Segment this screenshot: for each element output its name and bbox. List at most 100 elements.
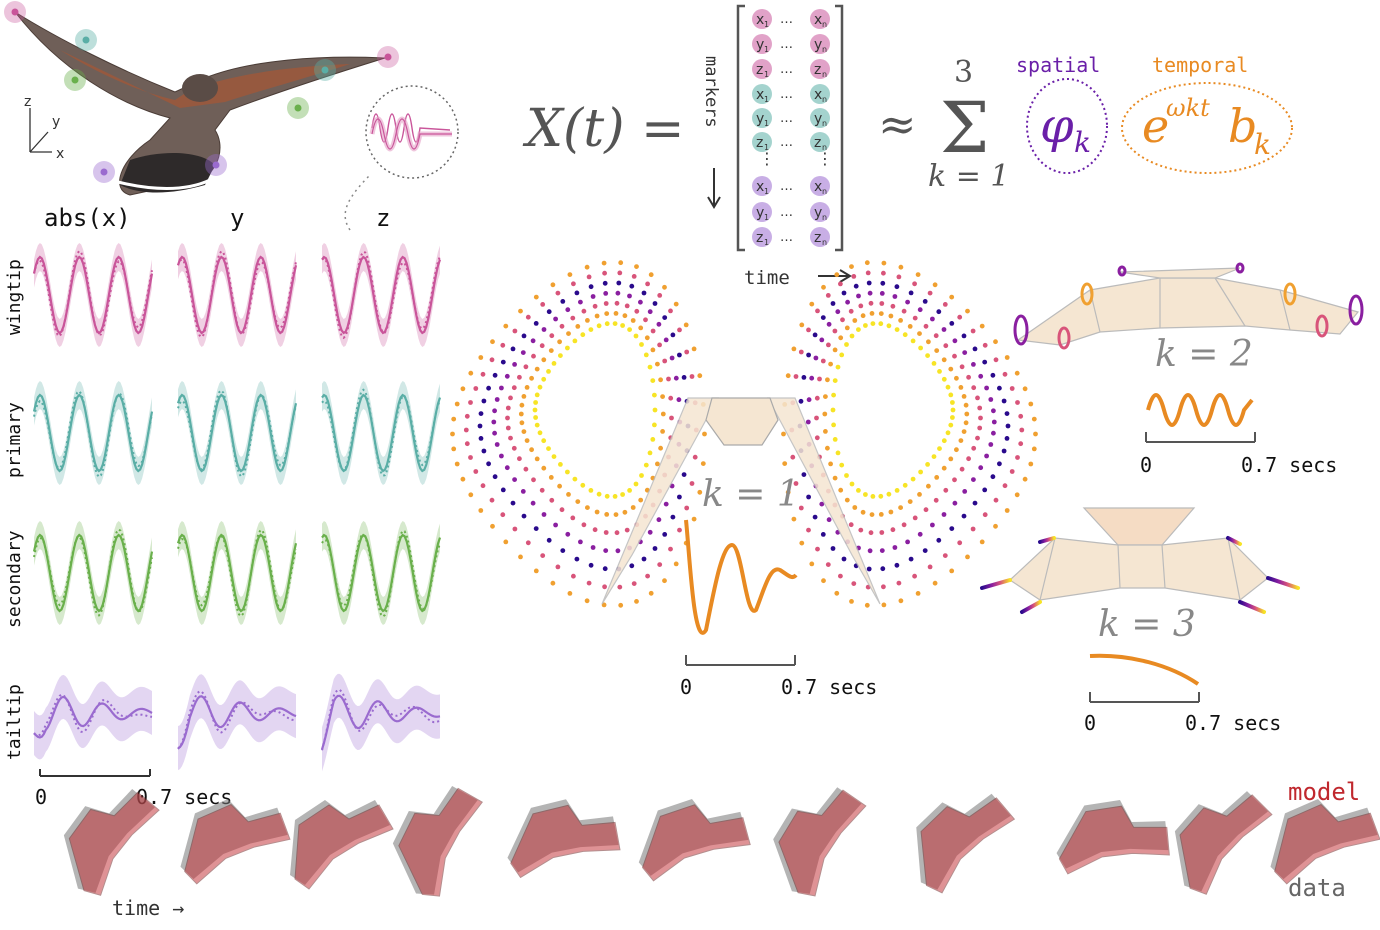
trajectory-dot [596,323,602,329]
trajectory-dot [1014,492,1020,498]
exp-power: ωkt [1166,94,1210,122]
trajectory-dot [539,487,545,493]
trajectory-dot [480,371,486,377]
trajectory-dot [820,532,826,537]
trajectory-dot [559,507,565,513]
trajectory-dot [830,546,836,551]
trajectory-dot [971,445,977,451]
trajectory-dot [615,548,621,554]
trajectory-dot [617,584,623,590]
trajectory-dot [521,513,527,519]
mode-3-marker-trails [980,506,1300,614]
trajectory-dot [912,515,918,521]
trajectory-dot [1028,401,1034,407]
trajectory-dot [864,260,870,266]
trajectory-dot [817,376,822,382]
trajectory-dot [689,481,695,486]
column-header-z: z [376,204,390,232]
trajectory-dot [828,461,833,467]
trajectory-dot [650,378,656,383]
trace-model-line [321,533,442,613]
matrix-cell-right-text: x [814,12,822,28]
trajectory-dot [557,483,562,489]
trajectory-dot [908,556,914,562]
trajectory-dot [647,450,653,456]
trajectory-dot [1018,441,1024,447]
trajectory-dot [853,283,859,289]
trajectory-dot [492,408,497,414]
trajectory-dot [533,568,539,574]
trajectory-dot [949,321,955,326]
matrix-cell-left [752,108,772,128]
pose-glyph [1056,799,1170,875]
trajectory-dot [962,350,968,355]
trajectory-dot [612,321,618,326]
trace-band [34,381,152,485]
trajectory-dot [681,375,687,380]
trajectory-dot [689,374,695,379]
trajectory-dot [941,438,947,444]
trajectory-dot [648,272,654,278]
trajectory-dot [790,454,796,460]
trajectory-dot [948,392,954,398]
trajectory-dot [860,509,866,515]
trajectory-dot [658,377,663,383]
trajectory-dot [677,527,682,533]
trajectory-dot [468,370,474,376]
trajectory-dot [957,540,963,546]
trajectory-dot [588,327,594,332]
pose-glyph [773,787,867,897]
trajectory-dot [867,548,873,554]
pose-model [294,804,394,890]
trajectory-dot [613,512,619,517]
trace-band [322,673,440,772]
mode-3-scalebar [1089,692,1200,703]
trajectory-dot [546,446,551,451]
mode-1-scalebar [685,655,796,666]
trajectory-dot [533,321,539,326]
trajectory-dot [915,591,921,596]
trajectory-dot [930,316,935,322]
row-label-tailtip: tailtip [4,684,25,760]
trajectory-dot [541,512,547,517]
mode-2-body [1016,267,1360,346]
trajectory-dot [966,374,971,380]
trajectory-dot [912,573,917,579]
trajectory-dot [478,436,484,441]
trajectory-dot [991,408,996,414]
matrix-cell-right-text: z [814,135,821,151]
trace-data-line [177,388,297,478]
matrix-cell-left [752,84,772,104]
trajectory-dot [660,411,666,417]
trajectory-dot [812,514,818,520]
trajectory-dot [785,373,791,379]
trajectory-dot [896,274,902,280]
trajectory-dot [832,328,838,334]
trajectory-dot [959,364,965,370]
trajectory-dot [541,327,547,332]
trajectory-dot [1009,469,1015,474]
trajectory-dot [819,337,825,343]
trajectory-dot [856,293,861,299]
trajectory-dot [971,385,977,391]
trajectory-dot [620,492,625,497]
trajectory-dot [525,314,531,320]
trajectory-dot [534,392,540,398]
trajectory-dot [977,405,983,411]
matrix-cell-right-sub: n [822,45,827,54]
trajectory-dot [451,446,457,452]
trajectory-dot [934,348,940,353]
trajectory-dot [500,487,506,493]
trajectory-dot [585,318,590,323]
trace-model-line [176,533,298,613]
trajectory-dot [878,321,884,327]
trajectory-dot [912,281,917,287]
trajectory-dot [586,274,592,280]
trajectory-dot [540,553,546,558]
matrix-cell-right-text: y [814,37,822,53]
trajectory-dot [977,425,983,431]
trajectory-dot [504,465,510,471]
trajectory-dot [505,405,511,411]
trajectory-dot [652,546,658,551]
trajectory-dot [500,359,506,365]
